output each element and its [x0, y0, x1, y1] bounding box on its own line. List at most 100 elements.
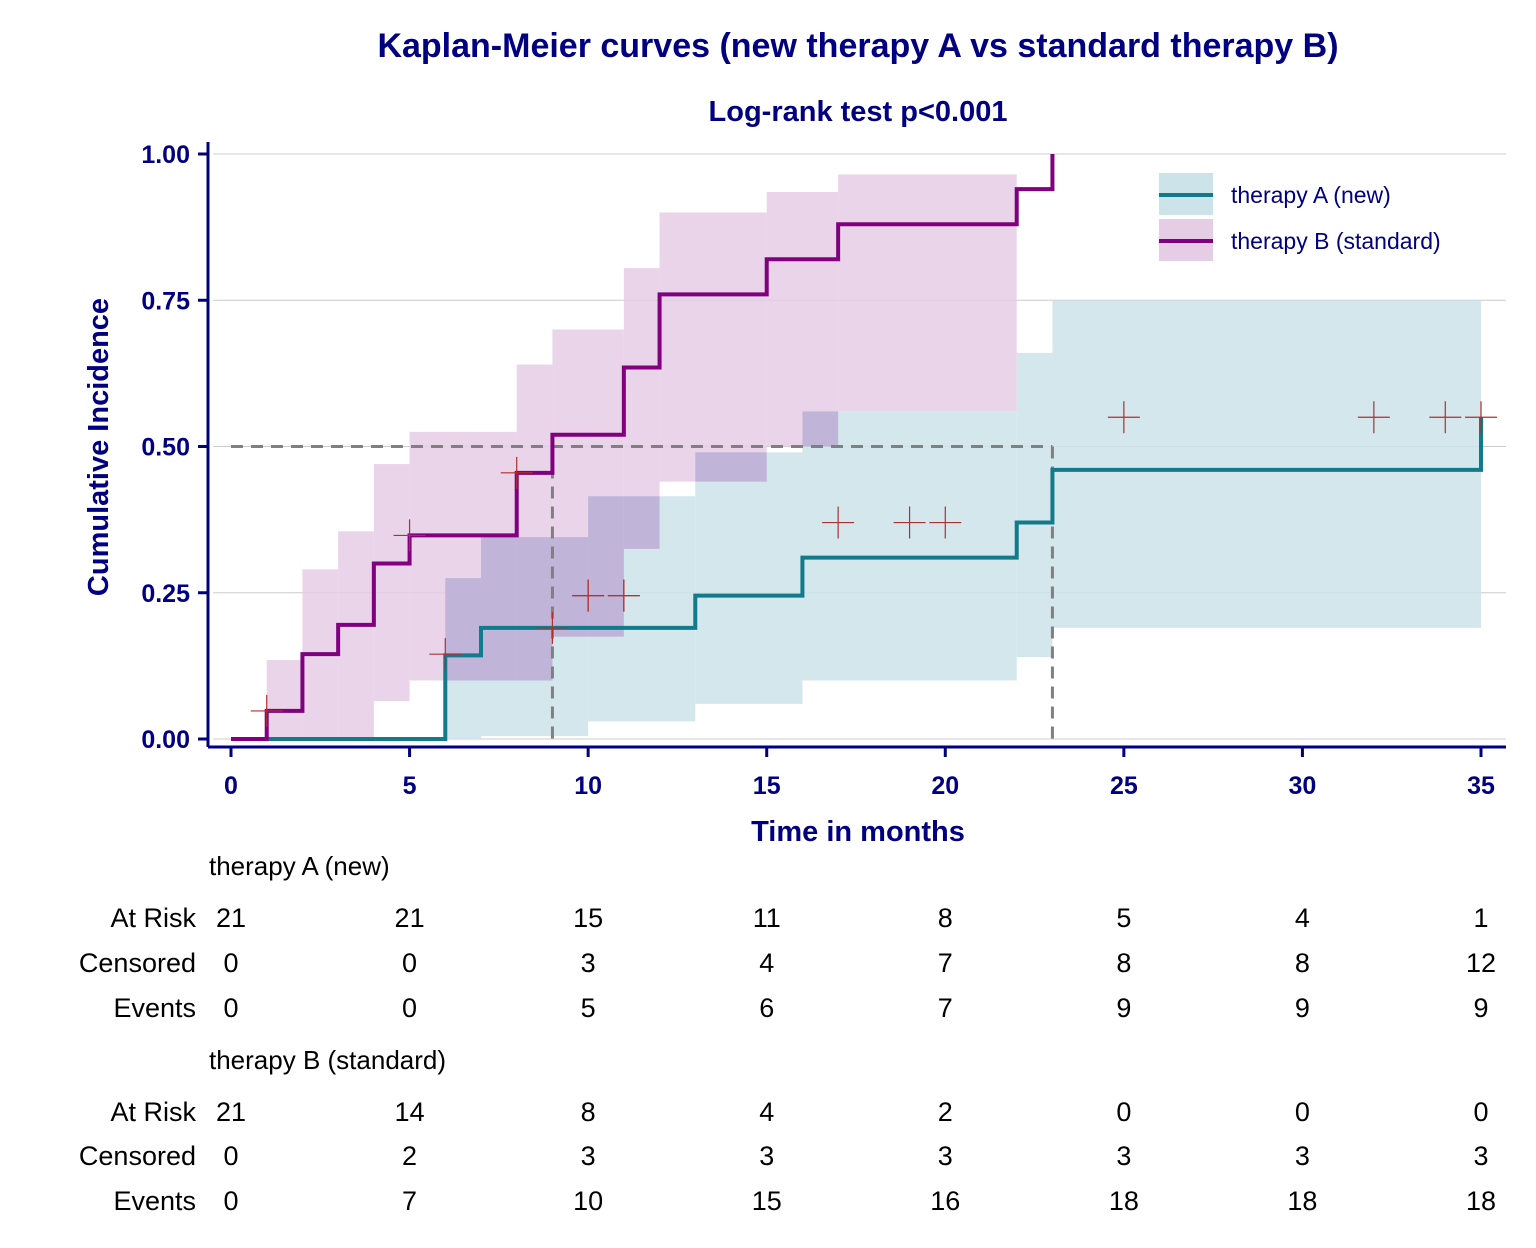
band-overlap-6: [481, 537, 517, 681]
risk-row-label-0-1: Censored: [79, 948, 196, 978]
risk-cell-1-events-1: 7: [402, 1186, 417, 1216]
censor-mark-1-4: [536, 611, 569, 644]
risk-cell-1-at_risk-6: 0: [1295, 1097, 1310, 1127]
chart-title: Kaplan-Meier curves (new therapy A vs st…: [377, 27, 1338, 65]
risk-cell-1-events-0: 0: [223, 1186, 238, 1216]
risk-cell-1-at_risk-4: 2: [938, 1097, 953, 1127]
therapy-a-band-4: [802, 411, 1017, 681]
censor-mark-0-2: [822, 506, 855, 539]
confidence-bands: [266, 174, 1481, 739]
risk-row-label-1-2: Events: [113, 1186, 196, 1216]
risk-cell-0-censored-7: 12: [1466, 948, 1496, 978]
chart-subtitle: Log-rank test p<0.001: [709, 96, 1008, 128]
risk-cell-1-at_risk-0: 21: [216, 1097, 246, 1127]
risk-cell-0-events-0: 0: [223, 993, 238, 1023]
band-overlap-7: [516, 537, 553, 681]
y-tick-label-0: 0.00: [141, 726, 190, 754]
risk-group-a-title: therapy A (new): [209, 851, 390, 881]
band-overlap-8: [552, 537, 589, 637]
risk-cell-1-at_risk-2: 8: [581, 1097, 596, 1127]
therapy-a-curve: [231, 417, 1483, 741]
risk-cell-0-censored-5: 8: [1116, 948, 1131, 978]
risk-cell-0-at_risk-6: 4: [1295, 903, 1310, 933]
therapy-a-band-3: [695, 452, 803, 704]
risk-cell-1-censored-3: 3: [759, 1141, 774, 1171]
therapy-a-band-5: [1016, 352, 1053, 658]
risk-cell-1-censored-5: 3: [1116, 1141, 1131, 1171]
legend-label-b: therapy B (standard): [1231, 228, 1441, 254]
risk-cell-0-censored-3: 4: [759, 948, 774, 978]
y-tick-label-1: 0.25: [141, 580, 190, 608]
band-overlap-5: [445, 578, 481, 681]
censor-mark-0-3: [893, 506, 926, 539]
risk-cell-1-censored-6: 3: [1295, 1141, 1310, 1171]
risk-cell-1-events-6: 18: [1287, 1186, 1317, 1216]
risk-row-label-1-0: At Risk: [110, 1097, 196, 1127]
axes: [206, 142, 1506, 749]
therapy-b-band-8: [659, 212, 767, 482]
therapy-b-band-2: [338, 531, 374, 739]
risk-row-label-1-1: Censored: [79, 1141, 196, 1171]
risk-cell-0-events-6: 9: [1295, 993, 1310, 1023]
censor-marks: [250, 401, 1497, 727]
legend-label-a: therapy A (new): [1231, 182, 1391, 208]
risk-cell-0-at_risk-5: 5: [1116, 903, 1131, 933]
band-overlap-10: [623, 496, 660, 549]
x-tick-label-7: 35: [1467, 772, 1495, 800]
risk-cell-1-censored-4: 3: [938, 1141, 953, 1171]
therapy-a-band-6: [1052, 300, 1481, 628]
x-tick-label-6: 30: [1289, 772, 1317, 800]
risk-cell-0-censored-2: 3: [581, 948, 596, 978]
therapy-b-band-3: [373, 464, 410, 701]
censor-mark-0-7: [1429, 401, 1462, 434]
risk-cell-0-events-4: 7: [938, 993, 953, 1023]
risk-cell-0-censored-0: 0: [223, 948, 238, 978]
x-tick-label-4: 20: [931, 772, 959, 800]
risk-cell-0-events-1: 0: [402, 993, 417, 1023]
x-tick-label-3: 15: [753, 772, 781, 800]
risk-cell-0-censored-1: 0: [402, 948, 417, 978]
risk-cell-0-at_risk-4: 8: [938, 903, 953, 933]
censor-mark-1-1: [393, 519, 426, 552]
risk-cell-0-at_risk-7: 1: [1473, 903, 1488, 933]
risk-cell-1-censored-7: 3: [1473, 1141, 1488, 1171]
therapy-b-band-0: [266, 660, 303, 739]
risk-cell-0-censored-4: 7: [938, 948, 953, 978]
risk-cell-1-at_risk-7: 0: [1473, 1097, 1488, 1127]
x-tick-label-5: 25: [1110, 772, 1138, 800]
risk-cell-1-at_risk-5: 0: [1116, 1097, 1131, 1127]
y-tick-label-2: 0.50: [141, 434, 190, 462]
risk-cell-0-events-3: 6: [759, 993, 774, 1023]
therapy-b-band-9: [766, 192, 839, 447]
risk-cell-0-events-5: 9: [1116, 993, 1131, 1023]
therapy-b-band-10: [838, 174, 1017, 412]
censor-mark-1-5: [572, 579, 605, 612]
censor-mark-0-8: [1465, 401, 1497, 434]
x-axis-title: Time in months: [751, 816, 965, 848]
censor-mark-1-3: [500, 456, 533, 489]
x-axis-ticks: 0 5 10 15 20 25 30 35: [224, 747, 1495, 800]
band-overlap-9: [588, 496, 624, 637]
censor-mark-0-4: [929, 506, 962, 539]
risk-cell-1-censored-1: 2: [402, 1141, 417, 1171]
y-tick-label-3: 0.75: [141, 287, 190, 315]
risk-cell-0-censored-6: 8: [1295, 948, 1310, 978]
risk-cell-1-at_risk-1: 14: [395, 1097, 425, 1127]
x-tick-label-0: 0: [224, 772, 238, 800]
censor-mark-1-2: [429, 638, 462, 671]
risk-cell-1-events-4: 16: [930, 1186, 960, 1216]
y-axis-ticks: 0.00 0.25 0.50 0.75 1.00: [141, 141, 208, 754]
therapy-b-curve: [231, 154, 1055, 741]
risk-row-label-0-0: At Risk: [110, 903, 196, 933]
risk-cell-1-events-7: 18: [1466, 1186, 1496, 1216]
y-axis-title: Cumulative Incidence: [83, 298, 115, 596]
risk-group-b-title: therapy B (standard): [209, 1045, 446, 1075]
band-overlap-14: [802, 411, 839, 447]
risk-cell-0-at_risk-0: 21: [216, 903, 246, 933]
risk-row-label-0-2: Events: [113, 993, 196, 1023]
risk-cell-1-events-5: 18: [1109, 1186, 1139, 1216]
legend: therapy A (new) therapy B (standard): [1159, 173, 1441, 261]
censor-mark-0-6: [1357, 401, 1390, 434]
risk-cell-0-at_risk-3: 11: [753, 903, 781, 933]
